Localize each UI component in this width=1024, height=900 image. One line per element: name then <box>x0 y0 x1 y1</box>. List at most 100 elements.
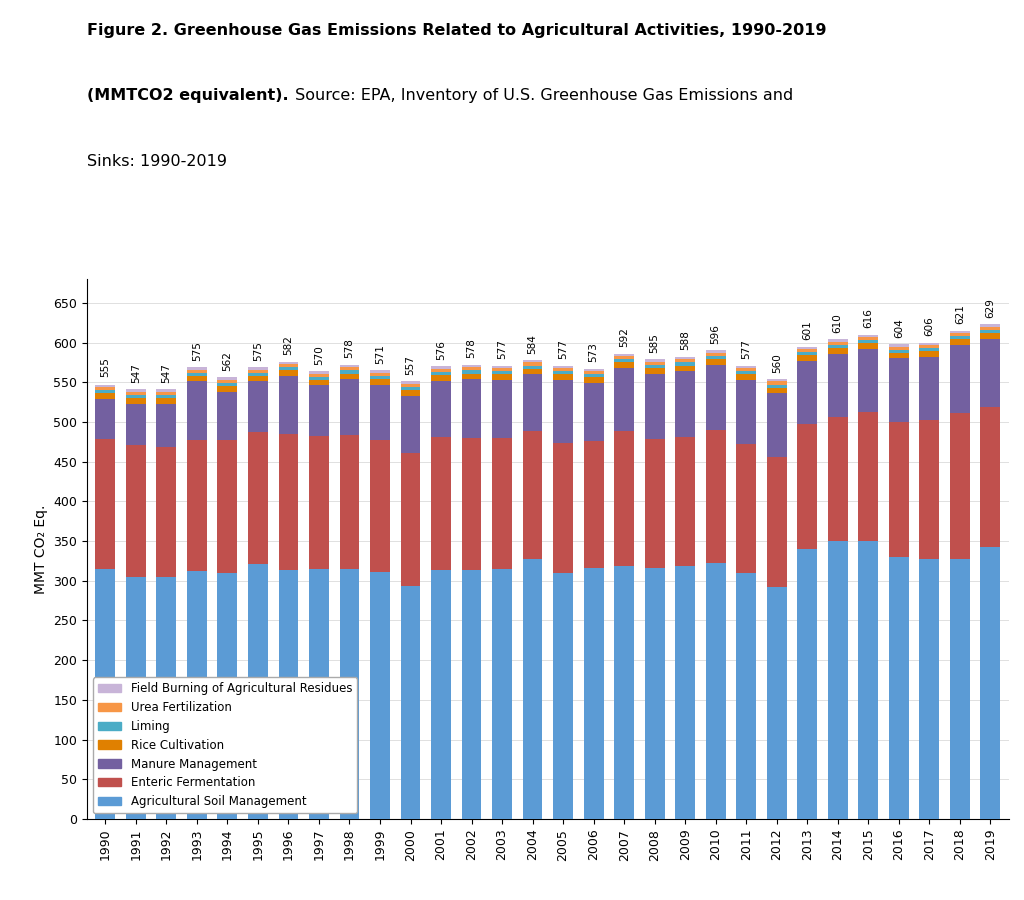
Text: 592: 592 <box>620 328 629 347</box>
Bar <box>706 563 726 819</box>
Bar <box>920 345 939 348</box>
Bar <box>767 587 786 819</box>
Bar <box>522 374 543 431</box>
Bar <box>431 375 451 381</box>
Bar <box>279 376 298 434</box>
Bar <box>248 564 268 819</box>
Bar <box>767 384 786 388</box>
Bar <box>95 399 116 439</box>
Bar <box>675 359 695 363</box>
Bar <box>126 404 145 445</box>
Text: 578: 578 <box>467 338 476 358</box>
Bar <box>309 380 329 385</box>
Bar <box>889 344 908 346</box>
Bar <box>157 404 176 447</box>
Bar <box>462 379 481 437</box>
Bar <box>767 382 786 384</box>
Bar <box>522 360 543 363</box>
Bar <box>858 337 879 340</box>
Text: 604: 604 <box>894 318 904 338</box>
Bar <box>827 345 848 348</box>
Bar <box>217 392 238 440</box>
Text: Sinks: 1990-2019: Sinks: 1990-2019 <box>87 154 227 169</box>
Bar <box>645 374 665 438</box>
Bar <box>493 365 512 368</box>
Bar <box>95 393 116 399</box>
Bar <box>767 393 786 457</box>
Bar <box>309 569 329 819</box>
Bar <box>217 383 238 386</box>
Bar <box>431 369 451 372</box>
Bar <box>950 413 970 559</box>
Bar <box>462 367 481 370</box>
Bar <box>889 346 908 350</box>
Bar <box>767 379 786 382</box>
Bar <box>980 329 1000 333</box>
Bar <box>522 363 543 365</box>
Bar <box>553 371 573 374</box>
Bar <box>614 368 634 431</box>
Bar <box>950 339 970 345</box>
Bar <box>675 371 695 437</box>
Bar <box>614 431 634 566</box>
Bar <box>217 386 238 391</box>
Bar <box>827 339 848 342</box>
Bar <box>736 572 756 819</box>
Bar <box>614 359 634 363</box>
Text: 557: 557 <box>406 356 416 375</box>
Bar <box>157 390 176 392</box>
Bar <box>980 327 1000 329</box>
Bar <box>920 351 939 356</box>
Bar <box>827 342 848 345</box>
Bar <box>187 376 207 382</box>
Bar <box>187 370 207 373</box>
Bar <box>645 362 665 364</box>
Bar <box>645 568 665 819</box>
Bar <box>462 374 481 379</box>
Bar <box>370 376 390 379</box>
Bar <box>217 377 238 380</box>
Text: 601: 601 <box>802 320 812 340</box>
Bar <box>279 362 298 364</box>
Bar <box>279 367 298 370</box>
Text: 547: 547 <box>131 364 141 383</box>
Bar <box>187 440 207 572</box>
Bar <box>584 383 603 441</box>
Text: 610: 610 <box>833 313 843 333</box>
Bar <box>980 338 1000 407</box>
Bar <box>95 391 116 393</box>
Bar <box>248 432 268 564</box>
Bar <box>798 356 817 361</box>
Text: 576: 576 <box>436 340 446 360</box>
Bar <box>645 368 665 373</box>
Bar <box>248 367 268 370</box>
Bar <box>584 568 603 819</box>
Bar <box>462 437 481 571</box>
Bar <box>706 430 726 563</box>
Bar <box>95 569 116 819</box>
Text: 578: 578 <box>344 338 354 358</box>
Bar <box>431 437 451 570</box>
Bar <box>736 371 756 374</box>
Bar <box>126 398 145 404</box>
Bar <box>493 380 512 437</box>
Bar <box>493 374 512 380</box>
Bar <box>522 369 543 374</box>
Bar <box>553 365 573 368</box>
Text: 596: 596 <box>711 324 721 344</box>
Bar <box>614 354 634 356</box>
Bar <box>217 380 238 383</box>
Text: 562: 562 <box>222 351 232 371</box>
Bar <box>370 384 390 440</box>
Bar <box>340 569 359 819</box>
Bar <box>126 395 145 398</box>
Bar <box>553 572 573 819</box>
Text: 571: 571 <box>375 344 385 364</box>
Bar <box>675 365 695 371</box>
Text: 547: 547 <box>162 364 171 383</box>
Bar <box>950 337 970 339</box>
Bar <box>553 368 573 371</box>
Bar <box>400 383 421 387</box>
Text: 582: 582 <box>284 336 294 356</box>
Bar <box>370 379 390 384</box>
